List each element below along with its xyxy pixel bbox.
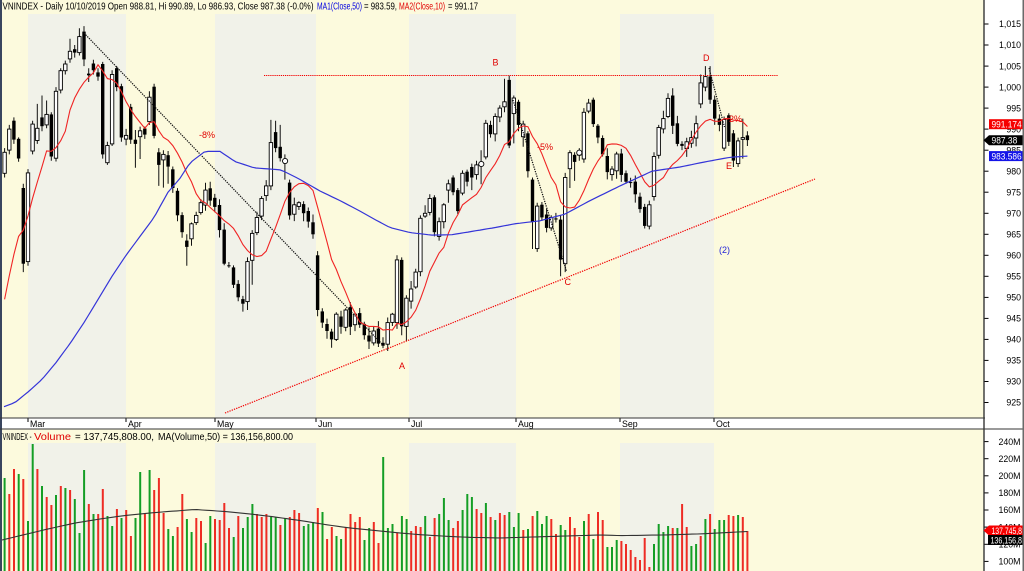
svg-text:955: 955 bbox=[1006, 272, 1021, 282]
svg-text:925: 925 bbox=[1006, 398, 1021, 408]
svg-text:935: 935 bbox=[1006, 356, 1021, 366]
svg-text:100M: 100M bbox=[998, 557, 1020, 567]
svg-text:1,010: 1,010 bbox=[999, 40, 1021, 50]
svg-text:B: B bbox=[493, 58, 499, 68]
svg-text:Apr: Apr bbox=[128, 419, 142, 429]
svg-text:1,000: 1,000 bbox=[999, 82, 1021, 92]
svg-text:220M: 220M bbox=[998, 454, 1020, 464]
svg-text:960: 960 bbox=[1006, 251, 1021, 261]
svg-text:Jul: Jul bbox=[411, 419, 422, 429]
svg-text:-2%: -2% bbox=[726, 114, 742, 124]
svg-text:Jun: Jun bbox=[318, 419, 332, 429]
svg-text:-5%: -5% bbox=[537, 142, 553, 152]
svg-text:C: C bbox=[565, 277, 572, 287]
svg-text:1,005: 1,005 bbox=[999, 61, 1021, 71]
svg-text:965: 965 bbox=[1006, 230, 1021, 240]
svg-text:985: 985 bbox=[1006, 145, 1021, 155]
svg-text:Oct: Oct bbox=[716, 419, 730, 429]
svg-text:= 991.17: = 991.17 bbox=[448, 2, 478, 13]
svg-text:A: A bbox=[399, 361, 405, 371]
svg-text:983.586: 983.586 bbox=[992, 152, 1022, 162]
svg-text:MA2(Close,10): MA2(Close,10) bbox=[399, 2, 445, 13]
svg-text:940: 940 bbox=[1006, 335, 1021, 345]
svg-text:Aug: Aug bbox=[518, 419, 534, 429]
svg-text:990: 990 bbox=[1006, 124, 1021, 134]
svg-text:136,156,8: 136,156,8 bbox=[991, 535, 1023, 545]
svg-text:D: D bbox=[703, 53, 710, 63]
svg-text:975: 975 bbox=[1006, 187, 1021, 197]
svg-text:970: 970 bbox=[1006, 209, 1021, 219]
svg-text:240M: 240M bbox=[998, 437, 1020, 447]
svg-text:1,015: 1,015 bbox=[999, 19, 1021, 29]
svg-text:-8%: -8% bbox=[199, 130, 215, 140]
svg-text:160M: 160M bbox=[998, 505, 1020, 515]
svg-text:987.38: 987.38 bbox=[992, 136, 1018, 146]
svg-text:995: 995 bbox=[1006, 103, 1021, 113]
svg-text:980: 980 bbox=[1006, 166, 1021, 176]
svg-text:930: 930 bbox=[1006, 377, 1021, 387]
svg-text:Sep: Sep bbox=[622, 419, 638, 429]
svg-text:Mar: Mar bbox=[30, 419, 45, 429]
svg-text:200M: 200M bbox=[998, 471, 1020, 481]
svg-text:991.174: 991.174 bbox=[992, 120, 1022, 130]
svg-text:MA1(Close,50): MA1(Close,50) bbox=[317, 2, 362, 13]
svg-text:(2): (2) bbox=[719, 245, 730, 255]
svg-text:VNINDEX -: VNINDEX - bbox=[3, 432, 32, 443]
svg-text:945: 945 bbox=[1006, 314, 1021, 324]
svg-text:= 137,745,808.00,: = 137,745,808.00, bbox=[75, 432, 154, 443]
svg-text:VNINDEX - Daily 10/10/2019 Ope: VNINDEX - Daily 10/10/2019 Open 988.81, … bbox=[3, 2, 314, 13]
svg-text:May: May bbox=[217, 419, 234, 429]
svg-text:= 983.59,: = 983.59, bbox=[364, 2, 397, 13]
svg-text:180M: 180M bbox=[998, 488, 1020, 498]
svg-text:950: 950 bbox=[1006, 293, 1021, 303]
svg-text:E: E bbox=[726, 161, 732, 171]
svg-text:137,745,8: 137,745,8 bbox=[992, 526, 1023, 536]
svg-text:MA(Volume,50) = 136,156,800.00: MA(Volume,50) = 136,156,800.00 bbox=[158, 432, 293, 443]
svg-text:Volume: Volume bbox=[34, 432, 71, 443]
